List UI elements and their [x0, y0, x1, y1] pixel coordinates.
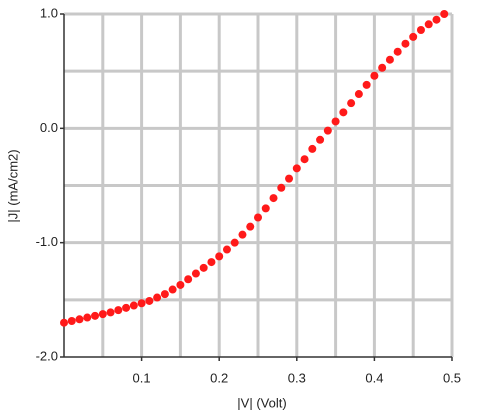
data-point [354, 90, 363, 99]
data-point [277, 183, 286, 192]
data-point [176, 280, 185, 289]
data-point [432, 15, 441, 24]
x-tick-label: 0.1 [133, 370, 151, 385]
x-tick-label: 0.4 [365, 370, 383, 385]
data-point [122, 303, 131, 312]
data-point [145, 296, 154, 305]
data-point [362, 80, 371, 89]
data-point [285, 174, 294, 183]
data-point [347, 99, 356, 108]
data-point [160, 290, 169, 299]
x-axis-title: |V| (Volt) [237, 395, 286, 410]
data-point [300, 155, 309, 164]
data-point [168, 285, 177, 294]
x-tick-label: 0.3 [288, 370, 306, 385]
y-tick-label: 1.0 [40, 5, 58, 20]
data-point [207, 258, 216, 267]
data-point [106, 308, 115, 317]
data-point [308, 144, 317, 153]
data-point [424, 20, 433, 29]
y-tick-label: -2.0 [36, 348, 58, 363]
data-point [60, 318, 68, 327]
data-point [316, 135, 325, 144]
data-point [91, 311, 100, 320]
data-point [191, 269, 200, 278]
data-point [238, 230, 247, 239]
data-point [230, 238, 239, 247]
y-tick-label: -1.0 [36, 234, 58, 249]
data-point [254, 213, 262, 222]
data-point [409, 32, 418, 41]
data-point [153, 293, 162, 302]
data-point [401, 39, 410, 48]
data-point [393, 47, 402, 56]
data-point [440, 10, 449, 18]
x-tick-label: 0.2 [210, 370, 228, 385]
data-point [385, 55, 394, 64]
data-point [292, 164, 301, 173]
y-tick-label: 0.0 [40, 120, 58, 135]
data-point [323, 126, 332, 135]
data-point [215, 252, 224, 261]
data-point [137, 299, 146, 308]
data-point [75, 315, 84, 324]
data-point [339, 108, 348, 117]
data-point [416, 26, 425, 35]
data-point [269, 194, 278, 203]
data-point [378, 63, 387, 72]
data-point [222, 245, 231, 254]
data-point [67, 316, 76, 325]
y-axis-title: |J| (mA/cm2) [5, 149, 20, 222]
data-point [129, 301, 138, 310]
data-point [331, 117, 340, 126]
data-point [98, 310, 107, 319]
x-tick-label: 0.5 [443, 370, 461, 385]
data-point [246, 222, 255, 231]
data-point [83, 313, 92, 322]
data-point [184, 275, 193, 284]
data-point [370, 71, 379, 80]
data-point [199, 263, 208, 272]
data-point [114, 306, 123, 315]
data-point [261, 204, 270, 213]
